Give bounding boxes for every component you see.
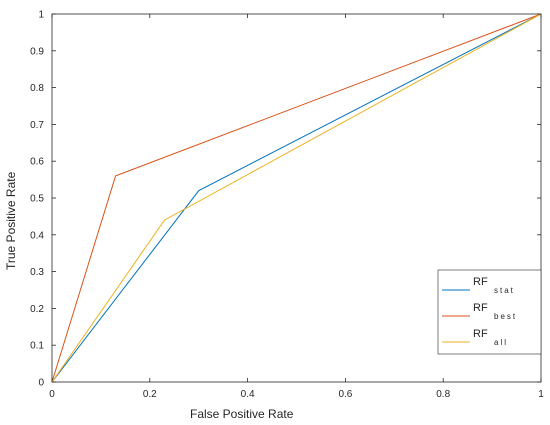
series-layer <box>51 13 542 383</box>
x-axis-label: False Positive Rate <box>190 407 294 421</box>
y-axis-label: True Positive Rate <box>4 171 18 270</box>
y-tick-label: 1 <box>38 10 44 21</box>
y-tick-label: 0 <box>38 378 44 389</box>
y-tick-label: 0.8 <box>30 83 44 94</box>
y-tick-label: 0.3 <box>30 267 44 278</box>
legend-label-sub: best <box>494 312 517 321</box>
legend-label-main: RF <box>473 302 488 314</box>
x-tick-label: 0.8 <box>436 389 450 400</box>
x-tick-label: 0.2 <box>143 389 157 400</box>
legend-label-main: RF <box>473 276 488 288</box>
y-tick-label: 0.4 <box>30 230 44 241</box>
y-tick-label: 0.6 <box>30 157 44 168</box>
legend-label-main: RF <box>473 328 488 340</box>
y-tick-label: 0.1 <box>30 341 44 352</box>
series-line-rf-stat <box>51 13 542 383</box>
legend-box <box>437 269 542 355</box>
y-axis-ticks: 0 0.1 0.2 0.3 0.4 0.5 0.6 0.7 0.8 0.9 1 <box>30 10 541 389</box>
x-tick-label: 0.4 <box>241 389 255 400</box>
y-tick-label: 0.7 <box>30 120 44 131</box>
y-tick-label: 0.5 <box>30 194 44 205</box>
legend-label-sub: stat <box>494 286 515 295</box>
y-tick-label: 0.9 <box>30 46 44 57</box>
x-tick-label: 0.6 <box>338 389 352 400</box>
x-tick-label: 0 <box>49 389 55 400</box>
legend-label-sub: all <box>494 338 508 347</box>
legend: RF stat RF best RF all <box>437 269 542 355</box>
x-axis-ticks: 0 0.2 0.4 0.6 0.8 1 <box>49 14 544 400</box>
series-line-rf-all <box>51 13 542 383</box>
series-line-rf-best <box>51 13 542 383</box>
y-tick-label: 0.2 <box>30 304 44 315</box>
x-tick-label: 1 <box>538 389 544 400</box>
